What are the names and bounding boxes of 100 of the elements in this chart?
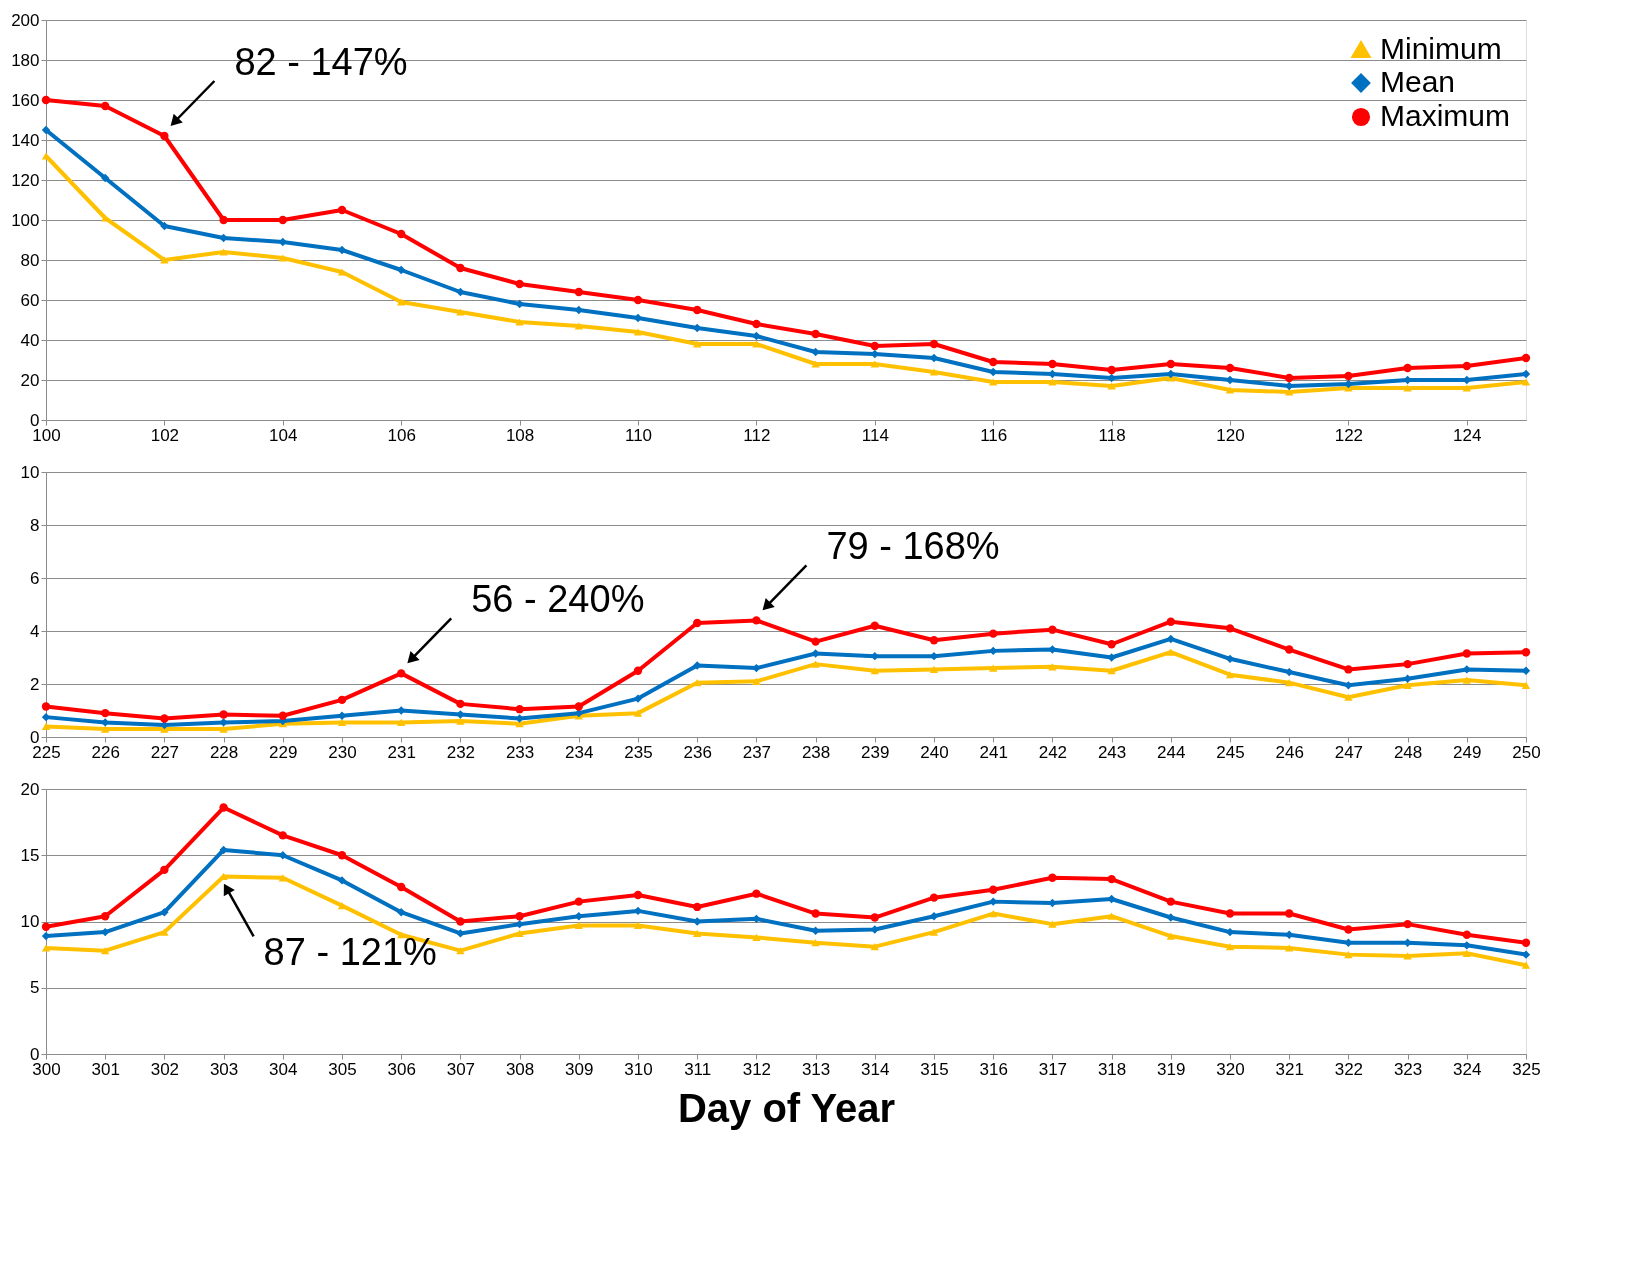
x-tick-label: 235	[624, 742, 653, 762]
point	[693, 902, 702, 912]
point	[41, 944, 51, 952]
y-tick-label: 20	[20, 779, 40, 799]
point	[989, 885, 998, 894]
point	[693, 679, 702, 687]
point	[278, 831, 287, 840]
point	[870, 360, 879, 368]
x-tick-label: 301	[91, 1059, 120, 1079]
point	[1107, 912, 1116, 920]
x-tick-label: 302	[150, 1059, 180, 1079]
x-tick-label: 241	[979, 742, 1008, 762]
y-tick-label: 80	[20, 250, 40, 270]
x-tick-label: 227	[150, 742, 180, 762]
point	[1344, 681, 1353, 690]
point	[811, 909, 820, 918]
point	[160, 221, 169, 231]
point	[752, 319, 761, 329]
point	[1521, 938, 1531, 947]
point	[1225, 909, 1235, 918]
x-tick-label: 239	[861, 742, 890, 762]
x-tick-label: 232	[446, 742, 476, 762]
point	[101, 101, 110, 111]
point	[278, 215, 287, 225]
x-tick-label: 316	[979, 1059, 1008, 1079]
point	[456, 717, 465, 725]
x-tick-label: 242	[1038, 742, 1068, 762]
point	[811, 637, 820, 646]
annotation: 79 - 168%	[826, 525, 1000, 568]
x-tick-label: 307	[446, 1059, 476, 1079]
point	[515, 919, 524, 929]
y-tick-label: 180	[11, 50, 40, 70]
x-tick-label: 248	[1393, 742, 1423, 762]
point	[989, 378, 998, 386]
x-tick-label: 311	[684, 1059, 712, 1079]
point	[1403, 952, 1412, 960]
point	[41, 722, 51, 731]
point	[456, 917, 465, 926]
point	[929, 339, 939, 349]
point	[41, 125, 51, 135]
x-tick-label: 325	[1512, 1059, 1541, 1079]
point	[929, 636, 939, 645]
point	[1166, 897, 1175, 906]
x-tick-label: 305	[328, 1059, 357, 1079]
point	[633, 890, 643, 900]
point	[397, 882, 406, 892]
point	[219, 215, 228, 225]
point	[337, 205, 347, 215]
point	[1344, 925, 1353, 934]
point	[1166, 359, 1175, 369]
point	[693, 340, 702, 348]
point	[989, 909, 998, 918]
x-tick-label: 310	[624, 1059, 653, 1079]
x-tick-label: 229	[269, 742, 298, 762]
point	[1462, 649, 1471, 658]
point	[811, 347, 820, 357]
point	[752, 889, 761, 898]
x-tick-label: 238	[801, 742, 831, 762]
point	[456, 699, 465, 709]
x-tick-label: 323	[1393, 1059, 1423, 1079]
point	[219, 248, 228, 256]
point	[160, 908, 169, 917]
point	[1225, 363, 1235, 373]
point	[1521, 961, 1531, 969]
x-tick-label: 243	[1097, 742, 1127, 762]
point	[1403, 659, 1412, 669]
point	[1107, 373, 1116, 383]
point	[1285, 667, 1294, 677]
point	[1344, 379, 1353, 389]
point	[337, 901, 347, 910]
point	[101, 947, 110, 955]
x-tick-label: 228	[209, 742, 239, 762]
point	[811, 660, 820, 668]
point	[1166, 913, 1175, 922]
x-tick-label: 116	[980, 425, 1008, 445]
point	[574, 305, 583, 315]
point	[337, 718, 347, 727]
point	[456, 947, 465, 955]
point	[1403, 674, 1412, 683]
point	[397, 265, 406, 275]
point	[1048, 625, 1057, 634]
point	[1107, 640, 1116, 649]
point	[101, 927, 110, 937]
point	[160, 928, 169, 936]
point	[160, 714, 169, 723]
point	[337, 695, 347, 705]
point	[1048, 359, 1057, 369]
point	[1462, 361, 1471, 371]
x-tick-label: 324	[1453, 1059, 1482, 1079]
point	[456, 308, 465, 316]
point	[633, 709, 643, 717]
point	[1225, 943, 1235, 951]
point	[337, 268, 347, 276]
point	[633, 328, 643, 336]
y-tick-label: 5	[30, 978, 40, 998]
y-tick-label: 2	[30, 674, 40, 694]
x-tick-label: 246	[1275, 742, 1304, 762]
point	[160, 131, 169, 141]
point	[1403, 363, 1412, 373]
x-tick-label: 306	[387, 1059, 416, 1079]
